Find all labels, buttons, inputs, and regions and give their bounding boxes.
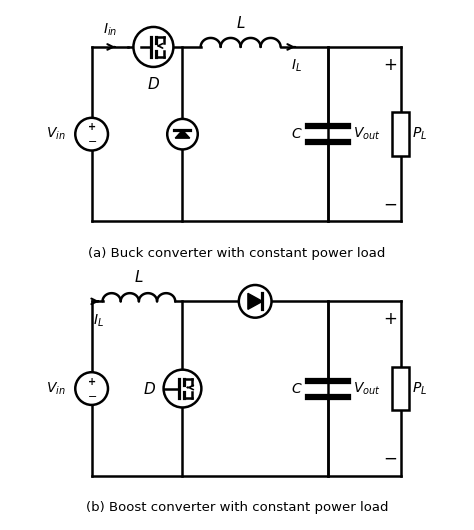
Text: (a) Buck converter with constant power load: (a) Buck converter with constant power l… — [88, 247, 386, 260]
Circle shape — [75, 372, 108, 405]
Text: $D$: $D$ — [143, 381, 156, 396]
Text: $P_L$: $P_L$ — [412, 126, 428, 143]
Text: $I_L$: $I_L$ — [93, 312, 104, 329]
Text: (b) Boost converter with constant power load: (b) Boost converter with constant power … — [86, 501, 388, 514]
Circle shape — [167, 119, 198, 149]
Text: $C$: $C$ — [291, 127, 302, 141]
Text: $-$: $-$ — [383, 449, 397, 467]
Text: $-$: $-$ — [383, 195, 397, 213]
Text: $I_L$: $I_L$ — [292, 58, 302, 74]
Circle shape — [75, 118, 108, 151]
Text: $V_{in}$: $V_{in}$ — [46, 126, 66, 143]
Text: $V_{out}$: $V_{out}$ — [353, 381, 381, 397]
Bar — [392, 112, 409, 156]
Bar — [392, 367, 409, 410]
Text: $D$: $D$ — [147, 76, 160, 92]
Circle shape — [239, 285, 272, 317]
Text: $L$: $L$ — [134, 269, 144, 285]
Text: $I_{in}$: $I_{in}$ — [103, 21, 117, 38]
Text: $V_{in}$: $V_{in}$ — [46, 381, 66, 397]
Text: $+$: $+$ — [383, 56, 397, 74]
Text: $L$: $L$ — [236, 15, 246, 31]
Text: $-$: $-$ — [87, 390, 97, 400]
Text: $+$: $+$ — [383, 311, 397, 329]
Text: +: + — [88, 377, 96, 387]
Text: $P_L$: $P_L$ — [412, 381, 428, 397]
Text: $-$: $-$ — [87, 135, 97, 145]
Polygon shape — [175, 130, 190, 138]
Text: $V_{out}$: $V_{out}$ — [353, 126, 381, 143]
Circle shape — [133, 27, 173, 67]
Circle shape — [164, 369, 201, 408]
Text: $C$: $C$ — [291, 382, 302, 395]
Polygon shape — [248, 293, 263, 310]
Text: +: + — [88, 122, 96, 132]
